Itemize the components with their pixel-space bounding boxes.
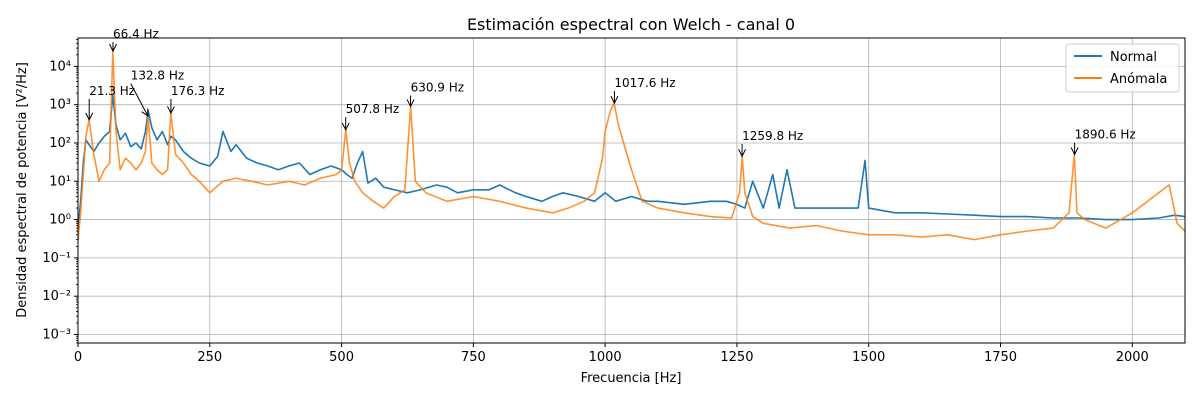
annotation-arrowhead	[341, 122, 350, 131]
annotation-arrowhead	[141, 108, 149, 118]
series-line-anomala	[78, 50, 1185, 241]
annotation-arrow	[130, 83, 149, 117]
annotation-label: 1259.8 Hz	[742, 129, 803, 143]
annotation-label: 176.3 Hz	[171, 84, 225, 98]
annotation-label: 66.4 Hz	[113, 27, 159, 41]
plot-frame	[77, 37, 1186, 344]
y-tick-label: 10¹	[49, 174, 71, 189]
annotation-label: 630.9 Hz	[411, 81, 465, 95]
x-tick-label: 1250	[720, 350, 753, 365]
y-tick-label: 10⁴	[49, 59, 71, 74]
x-tick-label: 1500	[852, 350, 885, 365]
x-tick-label: 250	[197, 350, 222, 365]
annotation-label: 132.8 Hz	[131, 69, 185, 83]
x-tick-label: 1750	[984, 350, 1017, 365]
x-tick-label: 1000	[589, 350, 622, 365]
x-tick-label: 500	[329, 350, 354, 365]
annotation-arrowhead	[1070, 147, 1079, 156]
annotation-arrowhead	[109, 43, 117, 53]
legend: Normal Anómala	[1065, 43, 1180, 93]
y-tick-label: 10⁻²	[42, 289, 71, 304]
legend-label-anomala: Anómala	[1110, 72, 1167, 87]
y-tick-label: 10³	[49, 98, 71, 113]
y-tick-label: 10⁻¹	[42, 251, 71, 266]
y-ticks: 10⁻³ 10⁻² 10⁻¹ 10⁰ 10¹ 10² 10³ 10⁴	[42, 39, 78, 344]
y-tick-label: 10²	[49, 136, 71, 151]
annotation-arrowhead	[85, 112, 94, 122]
x-tick-label: 0	[74, 350, 82, 365]
annotation-label: 1017.6 Hz	[614, 76, 675, 90]
legend-label-normal: Normal	[1110, 50, 1157, 65]
annotation-arrowhead	[610, 95, 619, 105]
series-line-normal	[78, 94, 1185, 229]
x-ticks: 0 250 500 750 1000 1250 1500 1750 2000	[74, 343, 1149, 365]
x-tick-label: 750	[461, 350, 486, 365]
annotation-arrowhead	[738, 149, 747, 158]
x-tick-label: 2000	[1116, 350, 1149, 365]
grid	[77, 38, 1185, 343]
annotation-label: 1890.6 Hz	[1075, 128, 1136, 142]
chart-title: Estimación espectral con Welch - canal 0	[467, 15, 795, 34]
annotation-arrowhead	[166, 105, 175, 115]
annotation-arrowhead	[406, 99, 415, 108]
series-lines	[78, 50, 1185, 241]
y-tick-label: 10⁰	[49, 213, 71, 228]
y-axis-label: Densidad espectral de potencia [V²/Hz]	[15, 62, 30, 318]
y-tick-label: 10⁻³	[42, 328, 71, 343]
annotation-label: 21.3 Hz	[89, 84, 135, 98]
x-axis-label: Frecuencia [Hz]	[581, 371, 682, 386]
annotation-label: 507.8 Hz	[346, 102, 400, 116]
